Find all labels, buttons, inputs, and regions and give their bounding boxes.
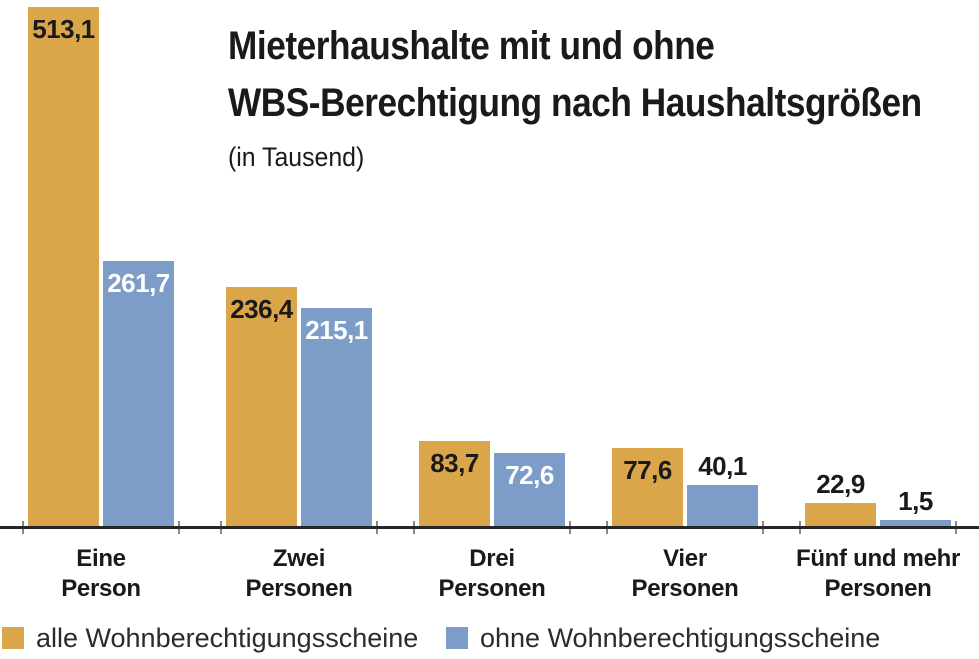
legend-label-alle: alle Wohnberechtigungsscheine (36, 623, 419, 653)
chart-title-line-1: Mieterhaushalte mit und ohne (228, 24, 715, 68)
legend-item-ohne: ohne Wohnberechtigungsscheine (446, 622, 880, 654)
category-label-eine: Eine Person (61, 545, 141, 602)
bar-value-label: 215,1 (305, 315, 368, 345)
legend-swatch-ohne-icon (446, 627, 468, 649)
bar-alle-fünf-und-mehr (805, 503, 876, 526)
bar-alle-drei (419, 441, 490, 526)
bar-ohne-eine (103, 261, 174, 526)
bar-value-label: 77,6 (623, 455, 672, 485)
bar-value-label: 40,1 (698, 451, 747, 481)
bar-alle-zwei (226, 287, 297, 526)
bar-value-label: 1,5 (898, 486, 933, 516)
bar-value-label: 236,4 (230, 294, 293, 324)
chart-title: Mieterhaushalte mit und ohne WBS-Berecht… (228, 18, 922, 132)
chart-subtitle: (in Tausend) (228, 142, 365, 172)
category-label-drei: Drei Personen (438, 545, 546, 602)
legend-label-ohne: ohne Wohnberechtigungsscheine (480, 623, 881, 653)
category-label-fünf-und-mehr: Fünf und mehr Personen (795, 545, 961, 602)
chart-title-line-2: WBS-Berechtigung nach Haushaltsgrößen (228, 81, 922, 125)
bar-ohne-fünf-und-mehr (880, 520, 951, 526)
legend-swatch-alle-icon (2, 627, 24, 649)
bar-alle-vier (612, 448, 683, 526)
category-label-zwei: Zwei Personen (245, 545, 353, 602)
x-axis-line (0, 526, 979, 529)
bar-ohne-drei (494, 453, 565, 526)
bar-alle-eine (28, 7, 99, 526)
plot-area: Mieterhaushalte mit und ohne WBS-Berecht… (0, 7, 979, 602)
legend: alle Wohnberechtigungsscheine ohne Wohnb… (0, 622, 979, 656)
bar-ohne-zwei (301, 308, 372, 526)
bar-value-label: 72,6 (505, 460, 554, 490)
bar-value-label: 261,7 (107, 268, 170, 298)
category-label-vier: Vier Personen (631, 545, 739, 602)
legend-item-alle: alle Wohnberechtigungsscheine (2, 622, 418, 654)
bar-ohne-vier (687, 485, 758, 526)
bar-value-label: 83,7 (430, 448, 479, 478)
bar-value-label: 22,9 (816, 469, 865, 499)
bar-value-label: 513,1 (32, 14, 95, 44)
